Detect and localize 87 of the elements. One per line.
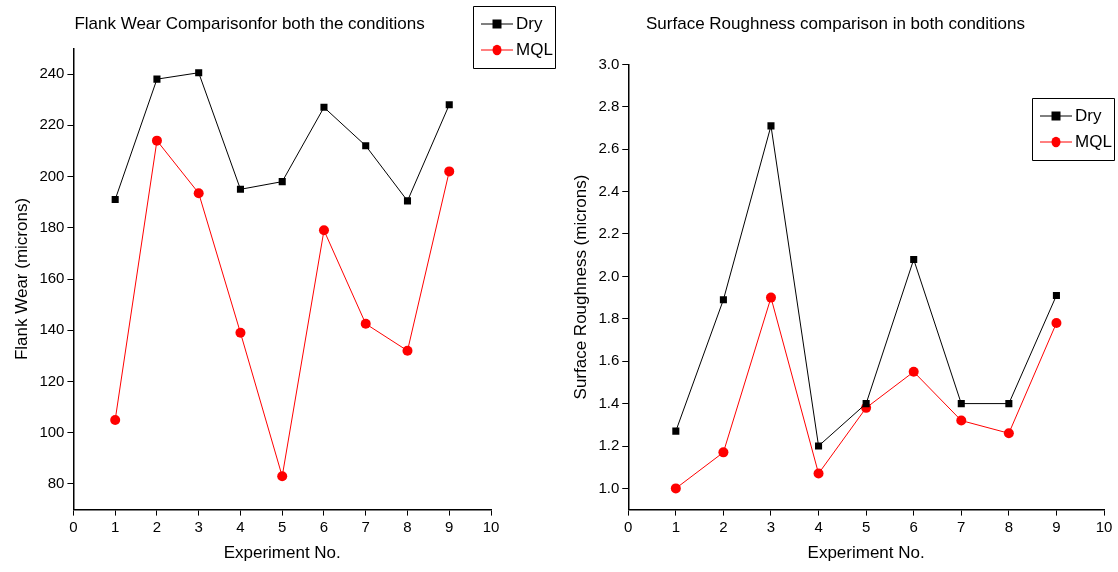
point [151,135,162,146]
y-axis-title: Flank Wear (microns) [11,197,31,361]
point [719,296,727,304]
point [235,327,246,338]
point [444,166,455,177]
point [320,103,328,111]
point [957,400,965,408]
y-tick-label: 2.0 [598,266,620,284]
legend-label: Dry [1075,105,1102,125]
x-tick-label: 6 [909,517,918,535]
point [362,142,370,150]
point [402,345,413,356]
y-tick-label: 240 [39,64,65,82]
y-tick-label: 120 [39,371,65,389]
y-tick-label: 1.0 [598,478,620,496]
point [672,427,680,435]
chart-title: Surface Roughness comparison in both conditions [646,13,1025,33]
y-tick-label: 2.8 [598,96,620,114]
x-tick-label: 2 [719,517,728,535]
y-tick-label: 200 [39,166,65,184]
point [767,122,775,130]
x-tick-label: 5 [861,517,871,535]
point [1052,291,1060,300]
x-tick-label: 6 [319,517,329,535]
y-tick-label: 100 [39,422,65,440]
y-tick-label: 80 [47,474,65,492]
point [111,196,119,204]
point [1005,400,1013,408]
x-tick-label: 0 [624,517,633,535]
y-axis-title: Surface Roughness (microns) [570,174,590,400]
x-tick-label: 10 [1095,517,1113,535]
point [403,197,412,205]
point [956,415,967,426]
point [670,483,681,494]
x-tick-label: 5 [278,517,287,535]
point [813,468,824,479]
point [718,447,729,458]
x-tick-label: 2 [152,517,162,535]
x-tick-label: 4 [236,517,245,535]
y-tick-label: 3.0 [598,54,620,72]
x-tick-label: 4 [814,517,823,535]
point [445,101,453,109]
x-tick-label: 8 [1004,517,1014,535]
y-tick-label: 1.6 [598,351,620,369]
y-tick-label: 1.8 [598,308,620,326]
x-tick-label: 7 [957,517,966,535]
x-tick-label: 9 [1052,517,1061,535]
y-tick-label: 1.2 [598,436,620,454]
y-tick-label: 160 [39,269,65,287]
chart-title: Flank Wear Comparisonfor both the conditions [74,13,425,33]
y-tick-label: 140 [39,320,65,338]
y-tick-label: 2.4 [598,181,620,199]
x-tick-label: 1 [111,517,120,535]
x-tick-label: 7 [361,517,370,535]
legend-label: MQL [516,39,553,59]
point [110,414,121,425]
point [236,185,244,193]
x-tick-label: 3 [766,517,776,535]
point [815,442,823,450]
point [153,75,161,83]
x-tick-label: 9 [445,517,454,535]
legend-label: Dry [516,13,543,33]
x-tick-label: 1 [671,517,680,535]
point [278,178,286,186]
point [1051,318,1062,329]
point [193,188,204,199]
x-axis-title: Experiment No. [807,543,925,563]
point [862,400,870,408]
legend-label: MQL [1075,131,1112,151]
point [195,69,203,77]
y-tick-label: 2.2 [598,224,620,242]
x-axis-title: Experiment No. [223,543,341,563]
x-tick-label: 8 [403,517,412,535]
point [765,292,776,303]
x-tick-label: 0 [69,517,78,535]
y-tick-label: 180 [39,217,65,235]
x-tick-label: 10 [482,517,500,535]
point [1003,428,1014,439]
y-tick-label: 1.4 [598,393,620,411]
point [910,255,918,263]
point [360,318,371,329]
point [908,366,919,377]
x-tick-label: 3 [194,517,203,535]
point [277,471,288,482]
point [318,225,329,236]
y-tick-label: 220 [39,115,65,133]
y-tick-label: 2.6 [598,139,620,157]
